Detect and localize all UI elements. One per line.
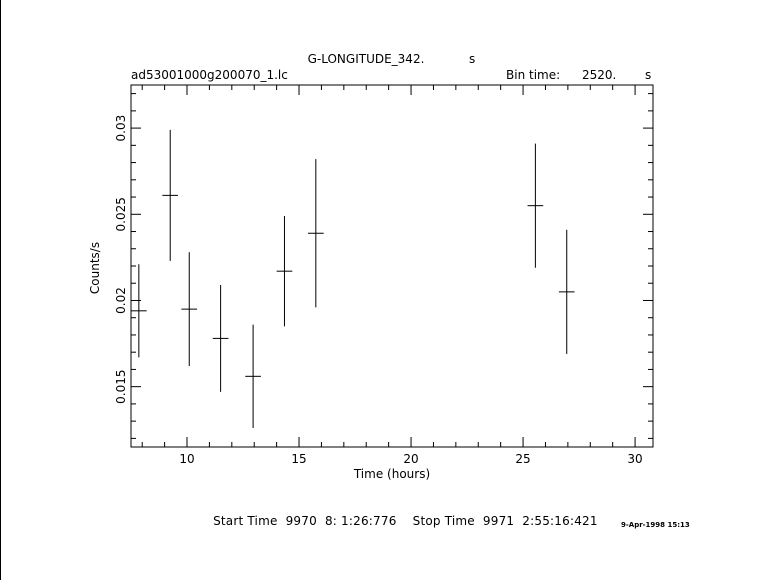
plot-area xyxy=(130,84,654,448)
data-points xyxy=(131,129,575,429)
x-tick-label: 20 xyxy=(403,452,418,466)
stop-time-label: Stop Time xyxy=(412,514,475,528)
data-point xyxy=(558,229,575,354)
bin-time-label: Bin time: xyxy=(506,68,560,82)
y-axis-ticks: 0.015 0.02 0.025 0.03 xyxy=(114,115,653,404)
y-tick-label: 0.015 xyxy=(114,369,128,403)
data-point xyxy=(276,216,293,327)
y-axis-label: Counts/s xyxy=(88,242,102,294)
y-tick-label: 0.025 xyxy=(114,197,128,231)
bin-time-unit: s xyxy=(645,68,651,82)
start-time-label: Start Time xyxy=(213,514,278,528)
stop-time-value: 9971 2:55:16:421 xyxy=(482,514,598,528)
x-axis-label: Time (hours) xyxy=(353,467,430,481)
bin-time-value: 2520. xyxy=(582,68,616,82)
start-time-value: 9970 8: 1:26:776 xyxy=(285,514,397,528)
data-point xyxy=(131,264,147,358)
y-minor-ticks xyxy=(131,93,653,439)
data-point xyxy=(527,143,544,268)
y-tick-label: 0.02 xyxy=(114,287,128,314)
timestamp: 9-Apr-1998 15:13 xyxy=(621,521,690,529)
file-label: ad53001000g200070_1.lc xyxy=(131,68,288,82)
x-tick-label: 10 xyxy=(179,452,194,466)
time-range-footer: Start Time 9970 8: 1:26:776 Stop Time 99… xyxy=(197,500,598,542)
x-tick-label: 30 xyxy=(627,452,642,466)
data-point xyxy=(162,129,179,261)
x-minor-ticks xyxy=(141,85,614,447)
data-point xyxy=(181,252,198,366)
x-axis-ticks: 10 15 20 25 30 xyxy=(179,85,643,466)
y-tick-label: 0.03 xyxy=(114,115,128,142)
x-tick-label: 15 xyxy=(291,452,306,466)
data-point xyxy=(307,159,324,308)
data-point xyxy=(212,284,229,392)
data-point xyxy=(245,324,261,429)
chart-title-unit: s xyxy=(469,52,475,66)
chart-title: G-LONGITUDE_342. xyxy=(308,52,425,66)
x-tick-label: 25 xyxy=(515,452,530,466)
